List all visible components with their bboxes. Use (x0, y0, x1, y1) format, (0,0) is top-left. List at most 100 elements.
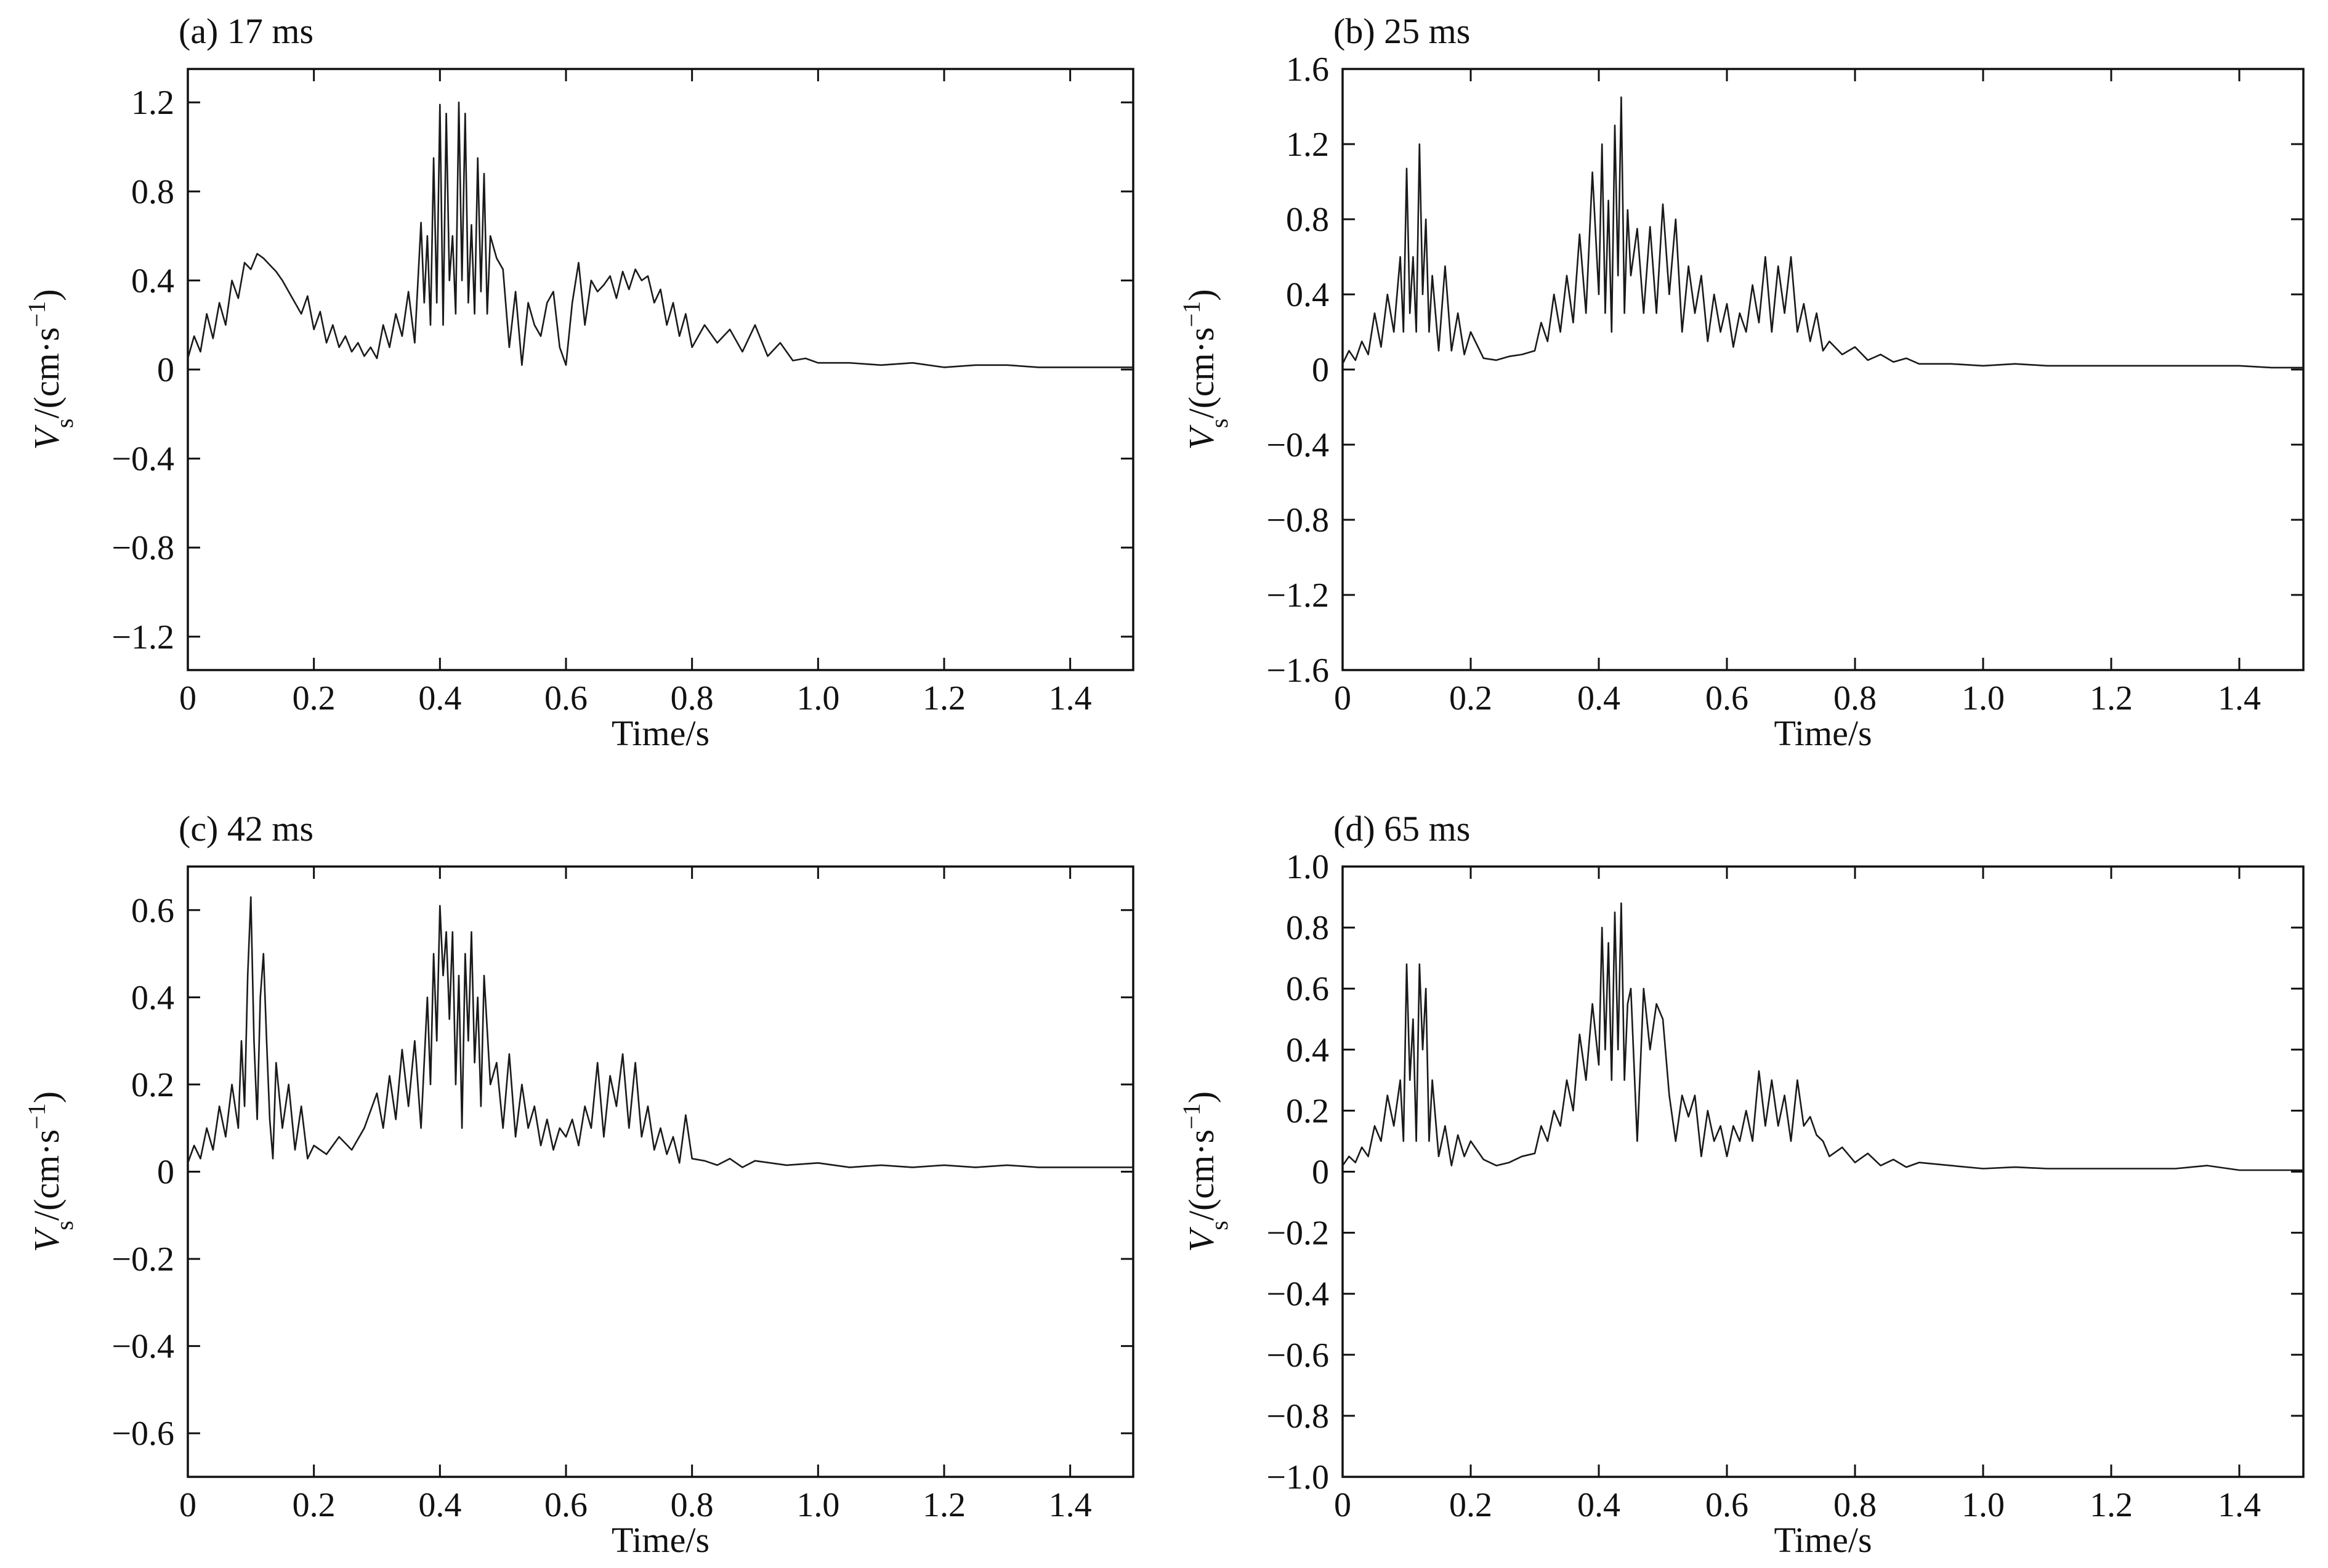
y-tick-label: −1.6 (1266, 652, 1329, 690)
y-axis-title-unit: /(cm·s (26, 1130, 67, 1221)
chart-panel-1: (a) 17 ms 0 0.2 0.4 0.6 0.8 1.0 1.2 1.4 −1.2 −0.8 −… (23, 11, 1134, 753)
y-tick-label: 1.0 (1286, 848, 1329, 886)
panel-title: (d) 65 ms (1333, 809, 1470, 849)
plot-frame (187, 68, 1134, 671)
y-axis-title-main: V (26, 424, 67, 450)
y-axis-title-sup: −1 (23, 301, 51, 328)
x-tick-label: 0.6 (1705, 1486, 1748, 1524)
y-axis-title-main: V (1181, 1226, 1221, 1252)
x-tick-label: 1.4 (2218, 679, 2261, 717)
chart-panel-3: (c) 42 ms 0 0.2 0.4 0.6 0.8 1.0 1.2 1.4 −0.6 −0.4 −… (23, 809, 1134, 1560)
x-tick-label: 0 (1334, 679, 1351, 717)
y-axis-title-unit: /(cm·s (1181, 327, 1221, 418)
y-tick-label: 0.4 (131, 262, 174, 300)
x-tick-label: 1.0 (1962, 1486, 2005, 1524)
chart-panel-2: (b) 25 ms 0 0.2 0.4 0.6 0.8 1.0 1.2 1.4 −1.6 −1.2 −… (1178, 11, 2305, 753)
y-tick-label: 1.2 (131, 84, 174, 122)
x-tick-label: 0.2 (1449, 679, 1492, 717)
series-line (187, 101, 1133, 368)
x-tick-label: 0.4 (418, 679, 461, 717)
y-tick-label: −0.4 (111, 440, 174, 479)
y-axis-title-main: V (1181, 424, 1221, 450)
y-axis-title-main: V (26, 1226, 67, 1252)
x-tick-label: 0.2 (293, 1486, 336, 1524)
y-axis-title-sup: −1 (1178, 1103, 1205, 1130)
x-tick-label: 1.4 (1049, 679, 1092, 717)
x-axis-title: Time/s (612, 713, 709, 753)
y-axis-title-sup: −1 (23, 1103, 51, 1130)
plot-frame (1341, 865, 2305, 1478)
x-tick-label: 0.8 (1833, 679, 1877, 717)
y-tick-label: −0.4 (1266, 426, 1329, 464)
x-tick-label: 0.6 (1705, 679, 1748, 717)
y-axis-title: Vs/(cm·s−1) (23, 1091, 78, 1252)
x-tick-label: 0.8 (1833, 1486, 1877, 1524)
x-tick-label: 0.4 (418, 1486, 461, 1524)
x-axis-title: Time/s (1774, 713, 1872, 753)
x-tick-label: 0.4 (1577, 679, 1620, 717)
y-axis-title-unit: /(cm·s (1181, 1130, 1221, 1221)
y-tick-label: −1.2 (111, 618, 174, 657)
y-tick-label: 1.6 (1286, 51, 1329, 89)
y-tick-label: 0 (1312, 351, 1329, 389)
y-tick-label: 0.8 (1286, 201, 1329, 239)
y-tick-label: 0.8 (1286, 909, 1329, 947)
y-tick-label: −0.4 (1266, 1275, 1329, 1314)
y-tick-label: 0.4 (131, 979, 174, 1017)
x-tick-label: 0.2 (293, 679, 336, 717)
y-tick-label: 0 (157, 1154, 174, 1192)
x-tick-label: 1.2 (2090, 679, 2133, 717)
y-tick-label: 0.4 (1286, 1031, 1329, 1069)
x-tick-label: 0 (1334, 1486, 1351, 1524)
y-axis-title-sub: s (51, 1221, 78, 1231)
y-axis-title-close: ) (1181, 289, 1221, 301)
x-tick-label: 1.0 (796, 679, 839, 717)
y-axis-title: Vs/(cm·s−1) (1178, 289, 1233, 450)
panel-title: (c) 42 ms (179, 809, 313, 849)
y-tick-label: −0.2 (111, 1240, 174, 1279)
series-line (187, 896, 1133, 1168)
y-axis-title-sub: s (1205, 1221, 1233, 1231)
plot-frame (1341, 68, 2305, 671)
y-tick-label: −0.6 (111, 1415, 174, 1453)
y-axis-title-close: ) (1181, 1091, 1221, 1103)
x-tick-label: 0.2 (1449, 1486, 1492, 1524)
y-axis-title-sup: −1 (1178, 301, 1205, 328)
x-tick-label: 0.4 (1577, 1486, 1620, 1524)
x-tick-label: 0.6 (544, 679, 588, 717)
x-tick-label: 1.2 (923, 1486, 966, 1524)
y-tick-label: 1.2 (1286, 126, 1329, 164)
x-axis-title: Time/s (612, 1520, 709, 1560)
y-tick-label: −1.2 (1266, 576, 1329, 615)
x-tick-label: 1.0 (1962, 679, 2005, 717)
x-tick-label: 0.8 (671, 1486, 714, 1524)
x-tick-label: 1.4 (2218, 1486, 2261, 1524)
y-tick-label: −0.6 (1266, 1336, 1329, 1375)
y-tick-label: 0.2 (1286, 1092, 1329, 1130)
panel-title: (a) 17 ms (179, 11, 313, 51)
y-tick-label: −0.4 (111, 1328, 174, 1366)
x-tick-label: 0 (179, 679, 196, 717)
x-tick-label: 1.2 (923, 679, 966, 717)
x-tick-label: 1.4 (1049, 1486, 1092, 1524)
y-tick-label: −0.8 (111, 529, 174, 567)
x-tick-label: 1.2 (2090, 1486, 2133, 1524)
panel-title: (b) 25 ms (1333, 11, 1470, 51)
x-tick-label: 0 (179, 1486, 196, 1524)
y-tick-label: 0.4 (1286, 276, 1329, 314)
y-tick-label: −1.0 (1266, 1458, 1329, 1497)
y-tick-label: −0.8 (1266, 1397, 1329, 1436)
x-tick-label: 0.6 (544, 1486, 588, 1524)
y-tick-label: −0.2 (1266, 1214, 1329, 1253)
y-axis-title-sub: s (1205, 419, 1233, 429)
x-tick-label: 0.8 (671, 679, 714, 717)
y-axis-title: Vs/(cm·s−1) (1178, 1091, 1233, 1252)
series-line (1341, 902, 2303, 1171)
y-tick-label: 0.6 (1286, 970, 1329, 1008)
y-axis-title-close: ) (26, 289, 67, 301)
plot-frame (187, 865, 1134, 1478)
y-axis-title-unit: /(cm·s (26, 327, 67, 418)
y-axis-title-sub: s (51, 419, 78, 429)
y-tick-label: −0.8 (1266, 501, 1329, 540)
